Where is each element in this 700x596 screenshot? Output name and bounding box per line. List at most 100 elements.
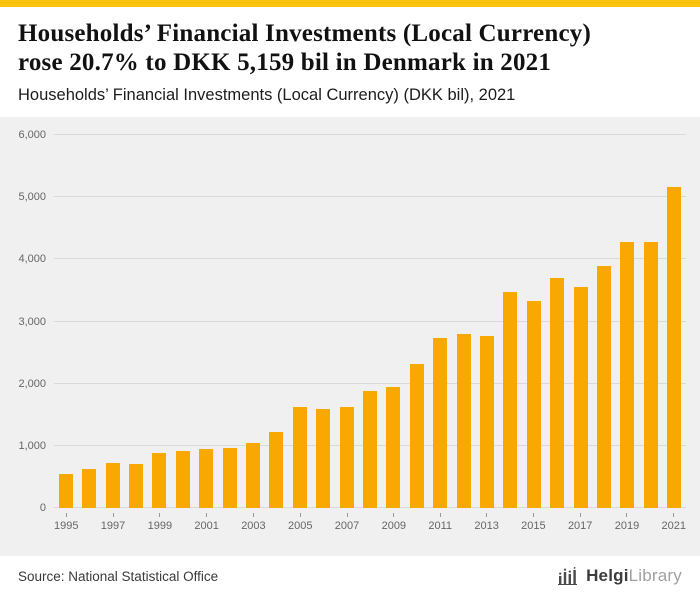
x-axis-tick-label: 2021	[661, 520, 687, 532]
x-tick-slot: 2013	[474, 512, 499, 544]
bar-2014	[503, 291, 518, 508]
bar-slot	[311, 135, 334, 508]
x-tick-slot	[546, 512, 568, 544]
x-axis-tick-label: 2015	[521, 520, 546, 532]
x-tick-slot: 2019	[615, 512, 639, 544]
y-axis-tick-label: 4,000	[18, 253, 46, 266]
bar-slot	[475, 135, 498, 508]
x-tick-slot	[406, 512, 428, 544]
source-text: Source: National Statistical Office	[18, 568, 219, 584]
bar-2006	[316, 409, 331, 508]
plot-area: 0 1,000 2,000 3,000 4,000 5,000 6,000	[18, 129, 686, 514]
chart-title-line2: rose 20.7% to DKK 5,159 bil in Denmark i…	[18, 49, 552, 76]
x-tick-mark	[439, 513, 441, 517]
bar-2016	[550, 277, 565, 508]
x-tick-mark	[486, 513, 488, 517]
chart-title-line1: Households’ Financial Investments (Local…	[18, 20, 591, 47]
x-tick-mark	[532, 513, 534, 517]
bar-2008	[362, 391, 377, 508]
x-tick-mark	[673, 513, 675, 517]
bar-slot	[639, 135, 662, 508]
chart-area: 0 1,000 2,000 3,000 4,000 5,000 6,000 1995 1997…	[0, 117, 700, 556]
bar-2010	[409, 364, 424, 508]
bar-slot	[569, 135, 592, 508]
bar-slot	[429, 135, 452, 508]
x-tick-slot	[359, 512, 381, 544]
x-tick-slot: 2017	[568, 512, 592, 544]
gridline	[54, 320, 686, 322]
helgi-logo: HelgiLibrary	[558, 566, 682, 586]
gridline	[54, 258, 686, 260]
y-axis-tick-label: 5,000	[18, 191, 46, 204]
bar-slot	[124, 135, 147, 508]
bar-slot	[546, 135, 569, 508]
bar-2013	[480, 335, 495, 508]
x-tick-slot: 2005	[288, 512, 312, 544]
accent-strip	[0, 0, 700, 7]
bar-1995	[58, 473, 73, 508]
x-axis-tick-label: 1997	[100, 520, 126, 532]
bar-2005	[292, 406, 307, 508]
bars-layer	[54, 135, 686, 508]
bar-slot	[288, 135, 311, 508]
x-axis-tick-label: 2017	[567, 520, 593, 532]
bar-slot	[592, 135, 615, 508]
x-axis-tick-label: 2013	[474, 520, 499, 532]
chart-subtitle: Households’ Financial Investments (Local…	[18, 86, 516, 104]
bar-slot	[218, 135, 241, 508]
x-axis-tick-label: 2019	[614, 520, 640, 532]
chart-title: Households’ Financial Investments (Local…	[18, 19, 680, 77]
x-axis-tick-label: 2007	[334, 520, 360, 532]
x-tick-mark	[206, 513, 208, 517]
x-tick-mark	[112, 513, 114, 517]
gridline	[54, 134, 686, 135]
y-axis-tick-label: 1,000	[18, 439, 46, 452]
bar-slot	[54, 135, 77, 508]
bar-2007	[339, 406, 354, 508]
x-tick-slot	[219, 512, 241, 544]
x-tick-slot	[266, 512, 288, 544]
logo-text: HelgiLibrary	[586, 566, 682, 586]
y-axis-tick-label: 0	[39, 502, 46, 514]
x-axis-tick-label: 1995	[54, 520, 79, 532]
x-axis-tick-label: 2005	[287, 520, 313, 532]
bar-2018	[597, 266, 612, 508]
bar-2000	[175, 451, 190, 508]
bar-2009	[386, 386, 401, 508]
x-tick-slot	[452, 512, 474, 544]
bar-slot	[616, 135, 639, 508]
x-tick-mark	[252, 513, 254, 517]
bar-2019	[620, 241, 635, 508]
logo-text-bold: Helgi	[586, 566, 629, 585]
bar-slot	[382, 135, 405, 508]
bar-2004	[269, 431, 284, 508]
x-tick-slot	[312, 512, 334, 544]
bar-slot	[171, 135, 194, 508]
x-tick-slot: 2015	[521, 512, 546, 544]
bar-slot	[358, 135, 381, 508]
x-axis-tick-label: 2011	[428, 520, 453, 532]
x-tick-mark	[346, 513, 348, 517]
x-axis-tick-label: 2001	[194, 520, 219, 532]
x-tick-mark	[299, 513, 301, 517]
bar-slot	[101, 135, 124, 508]
bar-slot	[499, 135, 522, 508]
x-tick-slot: 2009	[382, 512, 406, 544]
x-tick-slot: 1997	[101, 512, 125, 544]
bar-2020	[643, 242, 658, 508]
bar-1998	[128, 463, 143, 508]
gridline	[54, 382, 686, 384]
bar-1996	[82, 469, 97, 508]
x-axis-tick-label: 2003	[241, 520, 266, 532]
y-axis-tick-label: 3,000	[18, 315, 46, 328]
x-tick-slot	[78, 512, 100, 544]
bar-slot	[522, 135, 545, 508]
x-tick-slot	[592, 512, 614, 544]
x-tick-mark	[579, 513, 581, 517]
bar-1997	[105, 462, 120, 508]
x-tick-mark	[159, 513, 161, 517]
bar-slot	[452, 135, 475, 508]
logo-text-light: Library	[628, 566, 682, 585]
bar-slot	[77, 135, 100, 508]
